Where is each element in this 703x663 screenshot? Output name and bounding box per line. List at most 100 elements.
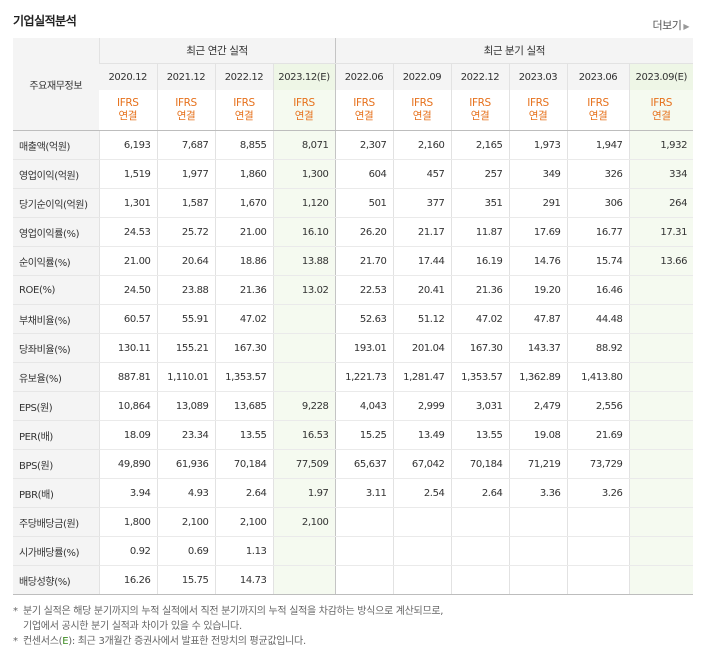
table-cell: 21.36 xyxy=(214,275,273,305)
table-cell xyxy=(334,565,393,595)
table-cell: 501 xyxy=(334,188,393,218)
table-cell: 3.26 xyxy=(566,478,629,508)
table-cell: 26.20 xyxy=(334,217,393,247)
table-cell: 44.48 xyxy=(566,304,629,334)
table-cell: 13.49 xyxy=(392,420,451,450)
table-cell xyxy=(334,507,393,537)
table-cell: 2,479 xyxy=(508,391,567,421)
table-cell: 3,031 xyxy=(450,391,509,421)
row-label: 영업이익률(%) xyxy=(13,217,99,247)
table-cell: 60.57 xyxy=(98,304,157,334)
table-cell: 2,100 xyxy=(156,507,215,537)
table-cell: 23.88 xyxy=(156,275,215,305)
row-label: EPS(원) xyxy=(13,391,99,421)
table-cell: 24.50 xyxy=(98,275,157,305)
more-link[interactable]: 더보기 ▶ xyxy=(652,17,689,33)
table-cell: 1,413.80 xyxy=(566,362,629,392)
period-header: 2023.09(E) xyxy=(628,63,694,90)
financial-table: 주요재무정보 최근 연간 실적 최근 분기 실적 2020.12 2021.12 2… xyxy=(13,38,694,595)
table-cell: 1,353.57 xyxy=(450,362,509,392)
row-label: 배당성향(%) xyxy=(13,565,99,595)
table-cell: 2,100 xyxy=(214,507,273,537)
table-cell xyxy=(628,507,694,537)
ifrs-label: IFRS xyxy=(293,97,315,109)
table-cell: 7,687 xyxy=(156,130,215,160)
consolidated-label: 연결 xyxy=(528,110,548,122)
footnote-consensus-pre: 컨센서스( xyxy=(23,636,63,647)
table-row: 당기순이익(억원) 1,301 1,587 1,670 1,120 501 377 351 29… xyxy=(13,188,694,218)
ifrs-header: IFRS 연결 xyxy=(214,90,273,131)
table-cell: 21.00 xyxy=(98,246,157,276)
ifrs-header: IFRS 연결 xyxy=(156,90,215,131)
table-cell: 1,947 xyxy=(566,130,629,160)
table-cell: 291 xyxy=(508,188,567,218)
table-cell: 8,071 xyxy=(272,130,335,160)
table-cell: 2.64 xyxy=(214,478,273,508)
period-header: 2023.03 xyxy=(508,63,567,90)
table-cell: 1,120 xyxy=(272,188,335,218)
table-cell: 2,556 xyxy=(566,391,629,421)
table-cell xyxy=(450,507,509,537)
consolidated-label: 연결 xyxy=(652,110,671,122)
table-cell: 13.66 xyxy=(628,246,694,276)
table-cell xyxy=(272,565,335,595)
table-cell: 55.91 xyxy=(156,304,215,334)
row-label: 영업이익(억원) xyxy=(13,159,99,189)
row-label: BPS(원) xyxy=(13,449,99,479)
table-cell xyxy=(392,565,451,595)
ifrs-label: IFRS xyxy=(469,97,491,109)
table-cell: 65,637 xyxy=(334,449,393,479)
table-cell: 6,193 xyxy=(98,130,157,160)
table-cell: 1.97 xyxy=(272,478,335,508)
table-cell: 130.11 xyxy=(98,333,157,363)
table-cell: 1,362.89 xyxy=(508,362,567,392)
table-cell: 15.74 xyxy=(566,246,629,276)
table-row: 유보율(%) 887.81 1,110.01 1,353.57 1,221.73 1,28… xyxy=(13,362,694,392)
table-cell: 13.88 xyxy=(272,246,335,276)
table-cell xyxy=(628,304,694,334)
table-cell: 1,932 xyxy=(628,130,694,160)
ifrs-label: IFRS xyxy=(353,97,375,109)
ifrs-label: IFRS xyxy=(411,97,433,109)
footnote-bullet: * xyxy=(13,636,18,647)
table-cell xyxy=(272,304,335,334)
table-cell xyxy=(392,507,451,537)
table-cell: 71,219 xyxy=(508,449,567,479)
table-cell: 20.64 xyxy=(156,246,215,276)
table-row: 매출액(억원) 6,193 7,687 8,855 8,071 2,307 2,160 2,1… xyxy=(13,130,694,160)
table-cell: 51.12 xyxy=(392,304,451,334)
table-cell: 334 xyxy=(628,159,694,189)
ifrs-header: IFRS 연결 xyxy=(450,90,509,131)
table-cell: 1,860 xyxy=(214,159,273,189)
table-cell: 2,100 xyxy=(272,507,335,537)
ifrs-label: IFRS xyxy=(587,97,609,109)
consolidated-label: 연결 xyxy=(234,110,254,122)
table-cell: 25.72 xyxy=(156,217,215,247)
table-cell: 604 xyxy=(334,159,393,189)
table-cell: 70,184 xyxy=(214,449,273,479)
table-cell: 16.10 xyxy=(272,217,335,247)
row-label: 시가배당률(%) xyxy=(13,536,99,566)
consolidated-label: 연결 xyxy=(118,110,138,122)
table-cell: 47.87 xyxy=(508,304,567,334)
table-cell: 17.69 xyxy=(508,217,567,247)
table-cell: 21.00 xyxy=(214,217,273,247)
table-cell: 4,043 xyxy=(334,391,393,421)
table-cell: 13,685 xyxy=(214,391,273,421)
table-row: 영업이익(억원) 1,519 1,977 1,860 1,300 604 457 257 349… xyxy=(13,159,694,189)
quarter-header: 최근 분기 실적 xyxy=(334,38,694,64)
table-cell: 16.19 xyxy=(450,246,509,276)
table-cell xyxy=(334,536,393,566)
table-cell: 201.04 xyxy=(392,333,451,363)
table-cell: 1,281.47 xyxy=(392,362,451,392)
table-cell xyxy=(628,333,694,363)
table-cell: 1,587 xyxy=(156,188,215,218)
period-header: 2022.06 xyxy=(334,63,393,90)
table-cell: 13.02 xyxy=(272,275,335,305)
ifrs-header: IFRS 연결 xyxy=(99,90,157,131)
table-cell: 18.86 xyxy=(214,246,273,276)
table-cell xyxy=(508,565,567,595)
footnote-bullet: * xyxy=(13,606,18,617)
table-row: ROE(%) 24.50 23.88 21.36 13.02 22.53 20.41 21.3… xyxy=(13,275,694,305)
ifrs-label: IFRS xyxy=(650,97,673,109)
